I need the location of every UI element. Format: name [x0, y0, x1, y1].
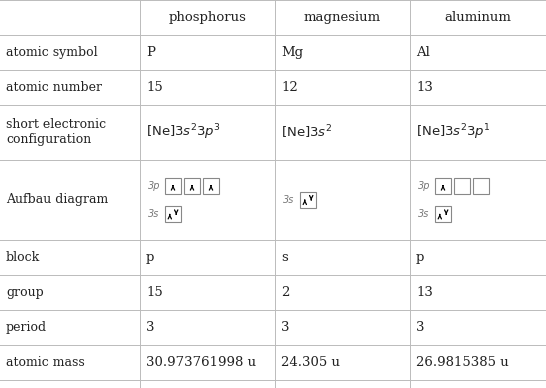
- Text: phosphorus: phosphorus: [169, 11, 246, 24]
- Text: 3p: 3p: [418, 180, 430, 191]
- Text: period: period: [6, 321, 47, 334]
- Text: magnesium: magnesium: [304, 11, 381, 24]
- Text: s: s: [281, 251, 288, 264]
- Bar: [435, 206, 451, 222]
- Text: Al: Al: [416, 46, 430, 59]
- Text: 30.973761998 u: 30.973761998 u: [146, 356, 256, 369]
- Text: 3p: 3p: [148, 180, 161, 191]
- Bar: [435, 178, 451, 194]
- Text: atomic mass: atomic mass: [6, 356, 85, 369]
- Text: block: block: [6, 251, 40, 264]
- Text: $[\mathrm{Ne}]3s^23p^3$: $[\mathrm{Ne}]3s^23p^3$: [146, 123, 221, 142]
- Text: atomic number: atomic number: [6, 81, 102, 94]
- Text: group: group: [6, 286, 44, 299]
- Text: 3s: 3s: [283, 195, 294, 205]
- Text: short electronic
configuration: short electronic configuration: [6, 118, 106, 147]
- Text: 3: 3: [416, 321, 424, 334]
- Text: 24.305 u: 24.305 u: [281, 356, 340, 369]
- Text: 15: 15: [146, 286, 163, 299]
- Text: 26.9815385 u: 26.9815385 u: [416, 356, 509, 369]
- Text: 3s: 3s: [418, 210, 429, 219]
- Text: 15: 15: [146, 81, 163, 94]
- Text: Mg: Mg: [281, 46, 303, 59]
- Text: 12: 12: [281, 81, 298, 94]
- Text: 3: 3: [146, 321, 155, 334]
- Bar: [300, 192, 316, 208]
- Text: $[\mathrm{Ne}]3s^2$: $[\mathrm{Ne}]3s^2$: [281, 124, 332, 141]
- Bar: [203, 178, 219, 194]
- Bar: [454, 178, 470, 194]
- Bar: [165, 178, 181, 194]
- Text: P: P: [146, 46, 155, 59]
- Text: $[\mathrm{Ne}]3s^23p^1$: $[\mathrm{Ne}]3s^23p^1$: [416, 123, 491, 142]
- Text: 3s: 3s: [148, 210, 159, 219]
- Bar: [184, 178, 200, 194]
- Bar: [473, 178, 489, 194]
- Bar: [165, 206, 181, 222]
- Text: Aufbau diagram: Aufbau diagram: [6, 194, 108, 206]
- Text: atomic symbol: atomic symbol: [6, 46, 98, 59]
- Text: p: p: [146, 251, 155, 264]
- Text: 13: 13: [416, 81, 433, 94]
- Text: 2: 2: [281, 286, 289, 299]
- Text: aluminum: aluminum: [444, 11, 512, 24]
- Text: 3: 3: [281, 321, 289, 334]
- Text: p: p: [416, 251, 424, 264]
- Text: 13: 13: [416, 286, 433, 299]
